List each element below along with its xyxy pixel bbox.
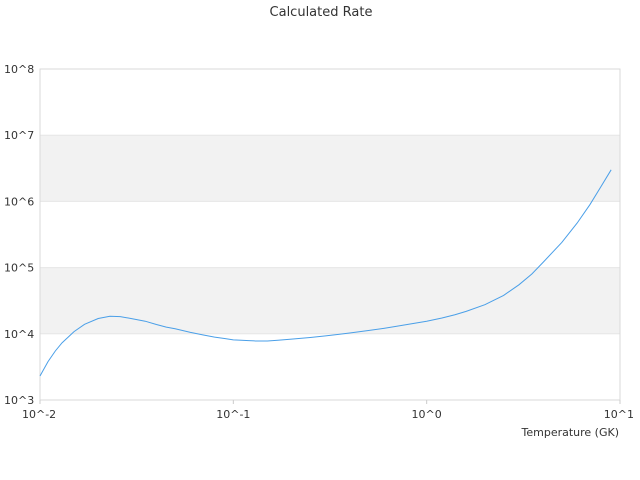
y-tick-label: 10^3 bbox=[4, 394, 34, 407]
y-tick-label: 10^5 bbox=[4, 262, 34, 275]
x-tick-label: 10^-1 bbox=[216, 408, 250, 421]
y-tick-label: 10^4 bbox=[4, 328, 34, 341]
x-tick-label: 10^0 bbox=[412, 408, 442, 421]
plot-frame bbox=[39, 68, 621, 401]
x-tick-label: 10^-2 bbox=[22, 408, 56, 421]
y-tick-label: 10^8 bbox=[4, 63, 34, 76]
x-tick-label: 10^1 bbox=[604, 408, 634, 421]
x-axis-ticks: 10^-2 10^-1 10^0 10^1 bbox=[22, 400, 634, 421]
y-tick-label: 10^6 bbox=[4, 195, 34, 208]
y-tick-label: 10^7 bbox=[4, 129, 34, 142]
chart-title: Calculated Rate bbox=[270, 5, 373, 20]
y-axis-ticks: 10^3 10^4 10^5 10^6 10^7 10^8 bbox=[4, 63, 34, 407]
y-bands bbox=[40, 134, 620, 335]
series-line bbox=[39, 169, 612, 377]
y-band-0 bbox=[40, 267, 620, 334]
x-axis-label: Temperature (GK) bbox=[521, 426, 620, 439]
y-band-1 bbox=[40, 135, 620, 202]
